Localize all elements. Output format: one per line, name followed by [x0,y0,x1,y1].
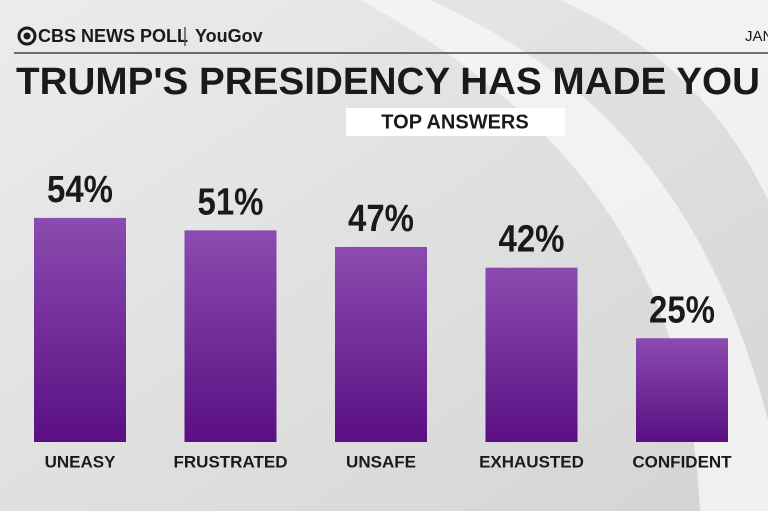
value-label: 51% [198,181,264,223]
category-label: CONFIDENT [632,452,732,471]
category-label: UNEASY [45,452,117,471]
bar [636,338,728,442]
chart-title: TRUMP'S PRESIDENCY HAS MADE YOU [16,61,760,103]
bar [335,246,427,442]
category-label: FRUSTRATED [174,452,288,471]
bar [184,230,277,442]
value-label: 25% [649,289,715,331]
category-label: EXHAUSTED [479,452,584,471]
swoosh [360,0,768,511]
bar [34,217,126,442]
subtitle-box [346,108,565,136]
chart-subtitle: TOP ANSWERS [381,111,528,133]
value-label: 42% [499,219,565,261]
header-partner: YouGov [195,26,263,46]
cbs-eye [17,26,37,46]
bar [485,267,578,442]
value-label: 47% [348,198,414,240]
swoosh [560,0,768,200]
cbs-eye [23,32,31,40]
header-source: CBS NEWS POLL [38,26,188,46]
value-label: 54% [47,169,113,211]
category-label: UNSAFE [346,452,416,471]
header-date: JAN [745,28,768,45]
